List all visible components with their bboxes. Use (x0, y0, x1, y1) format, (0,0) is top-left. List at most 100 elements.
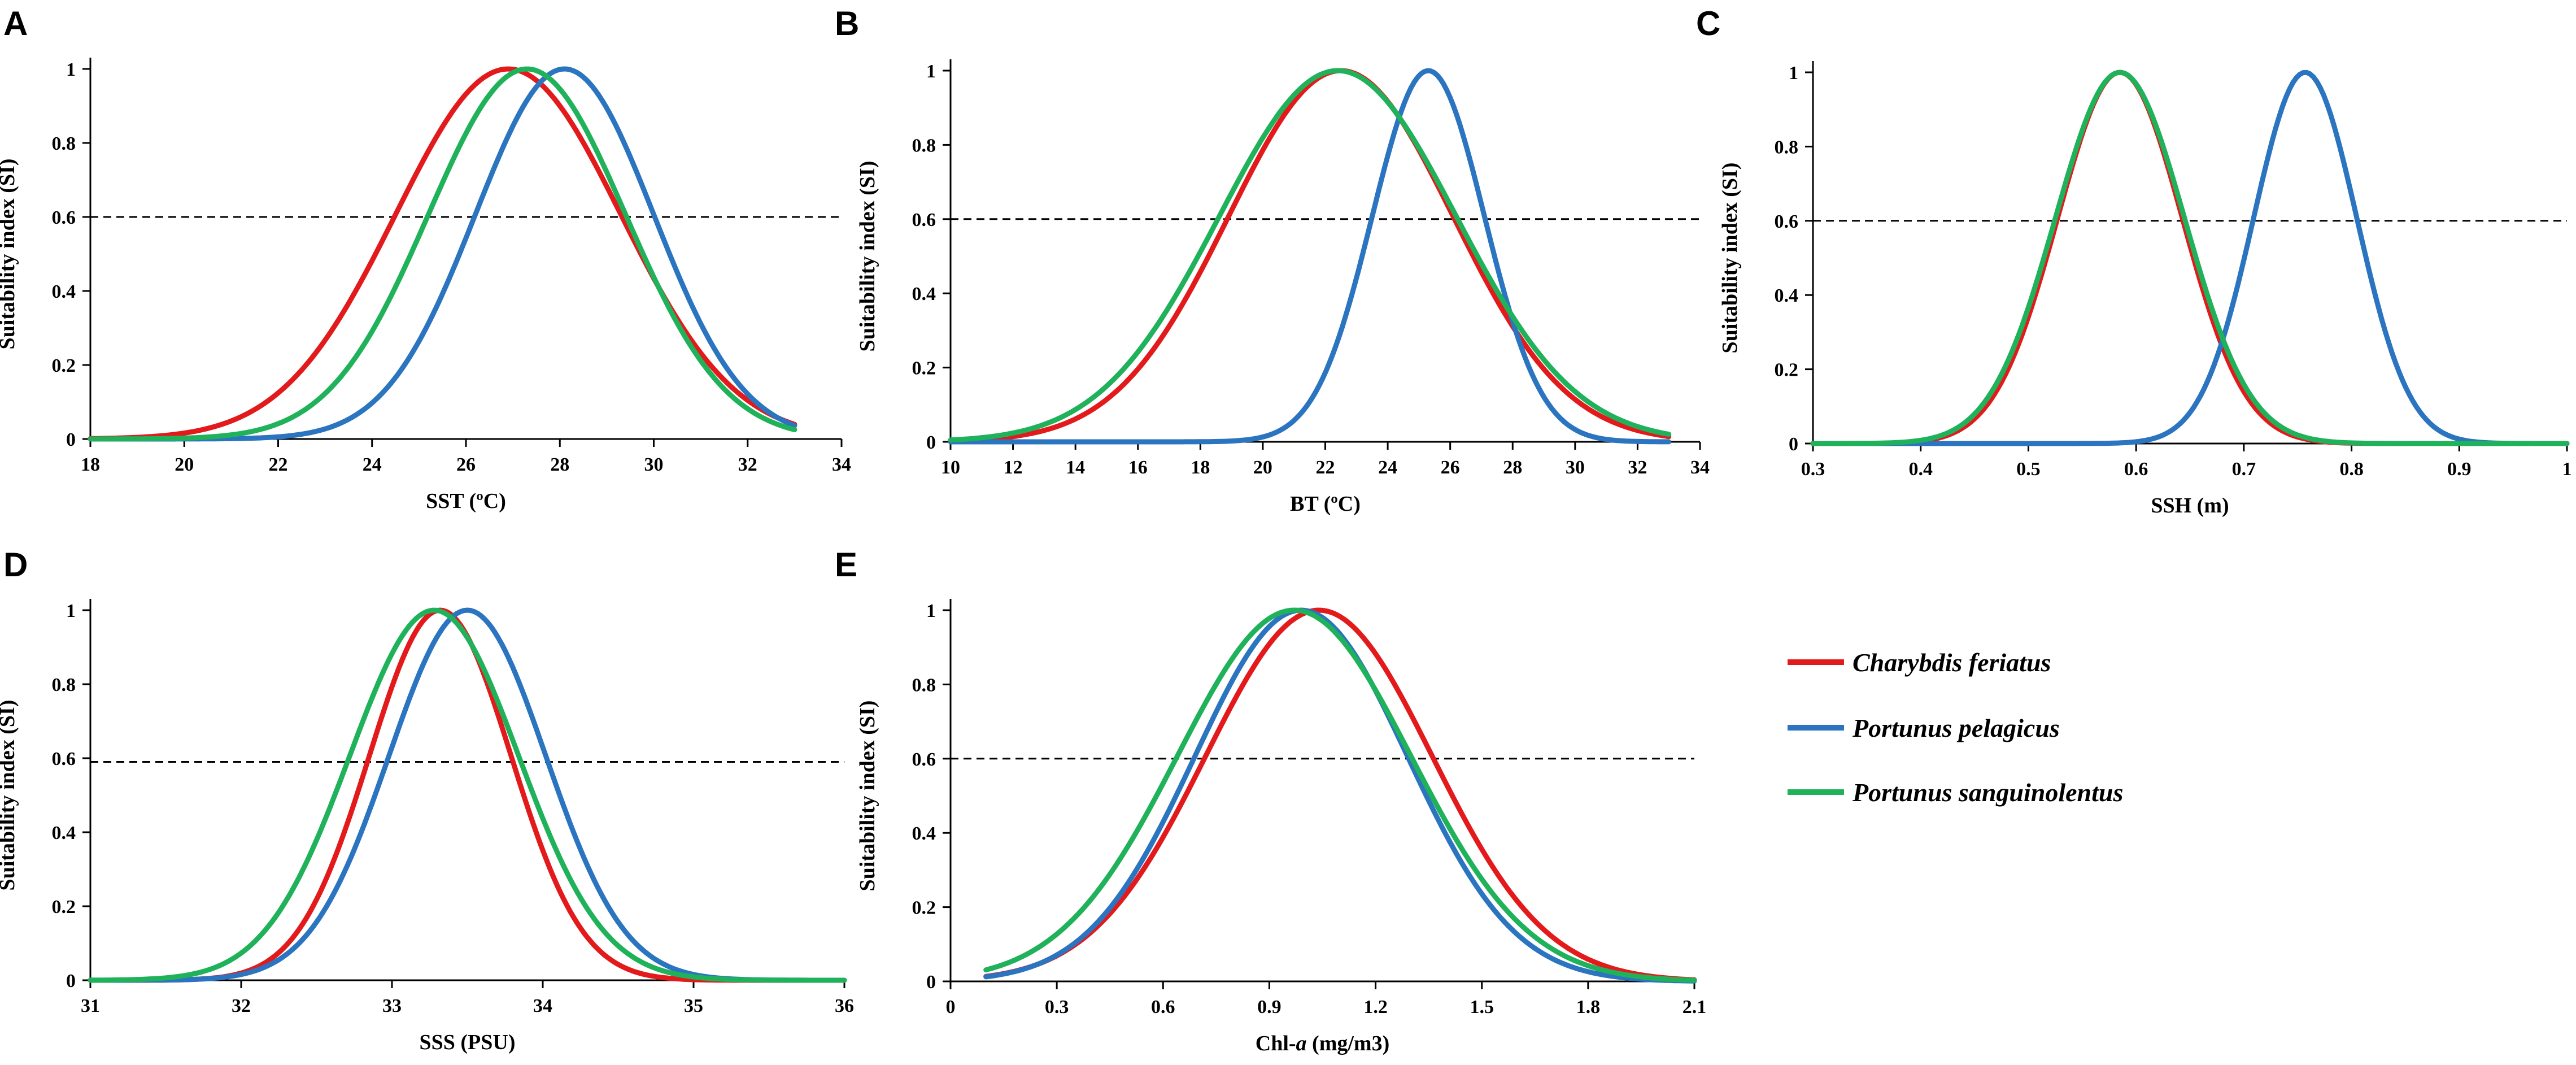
x-tick-label: 0.7 (2232, 459, 2256, 480)
y-tick-label: 0.6 (1775, 211, 1799, 232)
y-axis-title: Suitability index (SI) (0, 159, 19, 350)
x-tick-label: 0.6 (1151, 997, 1175, 1018)
y-tick-label: 1 (926, 601, 936, 621)
x-tick-label: 0.9 (2447, 459, 2472, 480)
series-line-charybdis-feriatus (983, 607, 1697, 983)
y-tick-label: 0.2 (52, 897, 76, 918)
legend-label: Portunus pelagicus (1852, 714, 2060, 742)
x-tick-label: 24 (363, 454, 382, 475)
x-tick-label: 34 (533, 996, 552, 1016)
y-tick-label: 0.4 (52, 823, 76, 844)
y-tick-label: 1 (1789, 63, 1798, 84)
panel-letter: E (835, 546, 857, 584)
x-tick-label: 33 (382, 996, 402, 1016)
series-line-portunus-sanguinolentus (1810, 69, 2570, 446)
x-tick-label: 22 (1316, 457, 1335, 478)
series-line-portunus-pelagicus (1810, 69, 2570, 446)
x-tick-label: 32 (1628, 457, 1647, 478)
y-tick-label: 0.4 (52, 281, 76, 302)
x-tick-label: 26 (456, 454, 476, 475)
x-tick-label: 30 (1566, 457, 1585, 478)
y-axis-title: Suitability index (SI) (1718, 163, 1742, 354)
x-tick-label: 32 (738, 454, 757, 475)
x-tick-label: 0.6 (2124, 459, 2148, 480)
x-tick-label: 1 (2562, 459, 2572, 480)
panel-letter: C (1696, 5, 1720, 42)
y-tick-label: 0.8 (1775, 137, 1799, 158)
chart-panel-d: D 0 0.2 0.4 0.6 0.8 1 31 32 33 34 35 36 SSS (PSU) Suit… (0, 546, 854, 1054)
x-tick-label: 34 (1690, 457, 1710, 478)
y-tick-label: 0 (66, 971, 76, 992)
y-tick-label: 0 (926, 432, 936, 453)
panel-letter: A (3, 5, 28, 42)
x-axis-title: SSS (PSU) (420, 1031, 516, 1054)
y-tick-label: 0.2 (52, 355, 76, 376)
y-tick-label: 0.6 (52, 749, 76, 770)
y-tick-label: 0 (1789, 434, 1798, 455)
y-tick-label: 0.2 (912, 898, 936, 919)
series-line-portunus-sanguinolentus (983, 607, 1697, 983)
y-tick-label: 1 (66, 59, 76, 80)
y-tick-label: 0.6 (912, 210, 936, 231)
x-tick-label: 32 (232, 996, 251, 1016)
x-tick-label: 0.8 (2339, 459, 2364, 480)
x-tick-label: 22 (269, 454, 288, 475)
x-tick-label: 30 (644, 454, 664, 475)
y-tick-label: 1 (926, 61, 936, 82)
y-tick-label: 0.6 (912, 749, 936, 770)
x-axis-title: SST (ºC) (426, 489, 506, 513)
series-line-portunus-sanguinolentus (948, 68, 1672, 443)
chart-panels: A 0 0.2 0.4 0.6 0.8 1 18 20 22 24 26 28 30 32 34 SST (ºC… (0, 5, 2572, 1055)
y-tick-label: 0.4 (912, 284, 936, 305)
x-tick-label: 26 (1441, 457, 1460, 478)
x-tick-label: 0.9 (1257, 997, 1282, 1018)
x-tick-label: 0.4 (1908, 459, 1933, 480)
x-tick-label: 0 (946, 997, 956, 1018)
series-line-portunus-pelagicus (983, 607, 1697, 984)
chart-panel-a: A 0 0.2 0.4 0.6 0.8 1 18 20 22 24 26 28 30 32 34 SST (ºC… (0, 5, 851, 513)
y-axis-title: Suitability index (SI) (0, 700, 19, 891)
x-tick-label: 28 (1503, 457, 1522, 478)
x-tick-label: 20 (1253, 457, 1272, 478)
x-tick-label: 18 (81, 454, 100, 475)
x-tick-label: 1.5 (1470, 997, 1494, 1018)
x-tick-label: 34 (832, 454, 851, 475)
x-tick-label: 28 (550, 454, 569, 475)
y-tick-label: 1 (66, 601, 76, 621)
y-tick-label: 0 (926, 972, 936, 993)
x-tick-label: 31 (81, 996, 100, 1016)
x-tick-label: 0.5 (2016, 459, 2041, 480)
x-tick-label: 0.3 (1045, 997, 1069, 1018)
chart-panel-c: C 0 0.2 0.4 0.6 0.8 1 0.3 0.4 0.5 0.6 0.7 0.8 0.9 1 SSH… (1696, 5, 2572, 518)
y-tick-label: 0.8 (52, 133, 76, 154)
x-axis-title: Chl-a (mg/m3) (1256, 1032, 1389, 1055)
legend-item: Portunus pelagicus (1788, 714, 2060, 742)
x-axis-title: BT (ºC) (1290, 492, 1361, 516)
series-line-portunus-sanguinolentus (88, 66, 797, 442)
legend-item: Portunus sanguinolentus (1788, 778, 2123, 807)
legend-label: Portunus sanguinolentus (1852, 778, 2123, 807)
x-tick-label: 0.3 (1801, 459, 1825, 480)
legend: Charybdis feriatus Portunus pelagicus Po… (1788, 648, 2123, 807)
x-tick-label: 14 (1066, 457, 1085, 478)
x-tick-label: 18 (1191, 457, 1210, 478)
chart-panel-e: E 0 0.2 0.4 0.6 0.8 1 0 0.3 0.6 0.9 1.2 1.5 1.8 2.1 Chl… (835, 546, 1706, 1055)
panel-letter: B (835, 5, 859, 42)
y-tick-label: 0.2 (912, 358, 936, 379)
x-tick-label: 35 (684, 996, 703, 1016)
y-tick-label: 0.8 (52, 675, 76, 695)
y-tick-label: 0 (66, 429, 76, 450)
series-line-charybdis-feriatus (948, 68, 1672, 444)
y-tick-label: 0.4 (912, 823, 936, 844)
y-axis-title: Suitability index (SI) (856, 161, 879, 352)
y-tick-label: 0.6 (52, 207, 76, 228)
chart-panel-b: B 0 0.2 0.4 0.6 0.8 1 10 12 14 16 18 20 22 24 26 28 30 32 3… (835, 5, 1710, 516)
series-line-portunus-pelagicus (88, 607, 847, 983)
x-tick-label: 24 (1378, 457, 1397, 478)
x-axis-title: SSH (m) (2151, 494, 2229, 518)
series-line-charybdis-feriatus (1810, 69, 2570, 446)
x-tick-label: 1.2 (1363, 997, 1388, 1018)
x-tick-label: 1.8 (1576, 997, 1601, 1018)
x-tick-label: 16 (1128, 457, 1148, 478)
